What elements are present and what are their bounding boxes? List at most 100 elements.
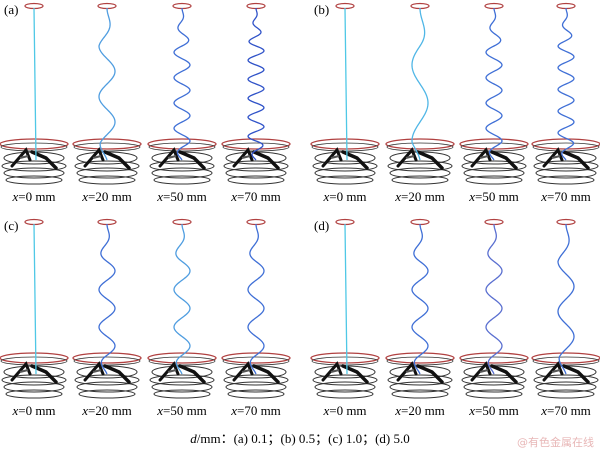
mechanism-link <box>330 369 340 373</box>
middle-ring-shadow <box>222 356 290 366</box>
simulation-illustration <box>385 2 455 185</box>
lower-ring <box>314 167 376 179</box>
middle-ring <box>385 138 455 150</box>
mechanism-arm <box>490 150 518 170</box>
middle-ring-shadow <box>311 356 379 366</box>
top-ring <box>410 2 430 10</box>
mechanism-link <box>19 155 29 159</box>
mechanism-link <box>92 155 102 159</box>
bottom-ring <box>153 389 211 399</box>
lower-ring <box>312 374 378 386</box>
simulation-illustration <box>385 218 455 399</box>
bottom-ring <box>316 175 374 185</box>
top-ring <box>97 2 117 10</box>
mechanism-arm <box>252 150 280 170</box>
mechanism-arm <box>490 364 518 384</box>
lower-ring <box>1 374 67 386</box>
mechanism-arm <box>396 147 418 168</box>
lower-ring <box>149 160 215 172</box>
bottom-ring <box>391 389 449 399</box>
lower-ring <box>461 160 527 172</box>
wire-path <box>557 223 575 375</box>
lower-ring <box>149 374 215 386</box>
wire-path <box>557 7 575 161</box>
top-ring <box>24 2 44 10</box>
sim-label-a4: x=70 mm <box>231 189 281 204</box>
simulation-illustration <box>221 2 291 185</box>
lower-ring <box>463 381 525 393</box>
wire-path <box>173 223 191 375</box>
lower-ring <box>387 160 453 172</box>
bottom-ring <box>537 389 595 399</box>
caption-text: /mm：(a) 0.1；(b) 0.5；(c) 1.0；(d) 5.0 <box>196 431 410 446</box>
top-ring <box>24 218 44 226</box>
sim-label-d1: x=0 mm <box>323 403 367 418</box>
top-ring <box>172 218 192 226</box>
simulation-illustration <box>459 218 529 399</box>
middle-ring <box>310 138 380 150</box>
lower-ring <box>533 160 599 172</box>
figure-caption: d/mm：(a) 0.1；(b) 0.5；(c) 1.0；(d) 5.0 <box>0 428 600 447</box>
sim-label-a3: x=50 mm <box>157 189 207 204</box>
middle-ring-shadow <box>386 356 454 366</box>
mechanism-arm <box>83 147 105 168</box>
simulation-illustration <box>531 2 600 185</box>
sim-label-a1: x=0 mm <box>12 189 56 204</box>
middle-ring-shadow <box>73 142 141 152</box>
middle-ring <box>72 352 142 364</box>
sim-label-a2: x=20 mm <box>82 189 132 204</box>
middle-ring <box>72 138 142 150</box>
mechanism-link <box>241 369 251 373</box>
top-ring <box>246 218 266 226</box>
middle-ring <box>147 138 217 150</box>
middle-ring <box>147 352 217 364</box>
sim-label-c1: x=0 mm <box>12 403 56 418</box>
middle-ring <box>531 352 600 364</box>
lower-ring <box>3 381 65 393</box>
lower-ring <box>387 374 453 386</box>
mechanism-arm <box>542 361 564 382</box>
middle-ring-shadow <box>460 356 528 366</box>
simulation-illustration <box>0 2 69 185</box>
panel-label-c: (c) <box>4 218 19 233</box>
mechanism-arm <box>178 364 206 384</box>
mechanism-arm <box>103 364 131 384</box>
mechanism-arm <box>562 364 590 384</box>
lower-ring <box>76 167 138 179</box>
top-ring <box>97 218 117 226</box>
mechanism-link <box>92 369 102 373</box>
middle-ring <box>0 352 69 364</box>
middle-ring <box>0 138 69 150</box>
mechanism-arm <box>30 150 58 170</box>
mechanism-link <box>241 155 251 159</box>
simulation-illustration <box>72 218 142 399</box>
bottom-ring <box>227 175 285 185</box>
bottom-ring <box>5 389 63 399</box>
wire-path <box>411 7 429 161</box>
lower-ring <box>312 160 378 172</box>
lower-ring <box>225 167 287 179</box>
lower-ring <box>1 160 67 172</box>
mechanism-arm <box>10 147 32 168</box>
mechanism-arm <box>30 364 58 384</box>
sim-label-b1: x=0 mm <box>323 189 367 204</box>
lower-ring <box>151 381 213 393</box>
mechanism-arm <box>158 361 180 382</box>
wire-path <box>247 7 265 161</box>
middle-ring-shadow <box>386 142 454 152</box>
lower-ring <box>151 167 213 179</box>
lower-ring <box>461 374 527 386</box>
mechanism-arm <box>321 361 343 382</box>
wire-path <box>33 7 37 161</box>
mechanism-arm <box>470 361 492 382</box>
sim-label-c3: x=50 mm <box>157 403 207 418</box>
lower-ring <box>3 167 65 179</box>
panel-label-a: (a) <box>4 2 19 17</box>
bottom-ring <box>316 389 374 399</box>
panel-label-d: (d) <box>314 218 330 233</box>
mechanism-link <box>479 369 489 373</box>
simulation-illustration <box>147 2 217 185</box>
sim-label-c2: x=20 mm <box>82 403 132 418</box>
sim-label-d3: x=50 mm <box>469 403 519 418</box>
